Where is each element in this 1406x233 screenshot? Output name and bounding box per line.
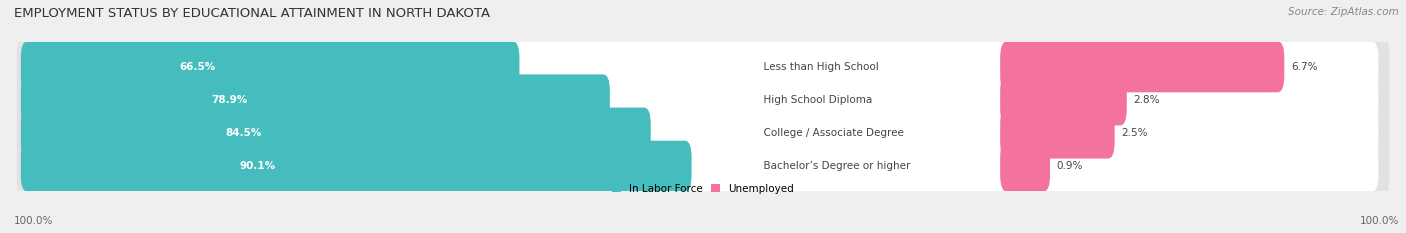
Text: 2.5%: 2.5%: [1122, 128, 1147, 138]
Text: 6.7%: 6.7%: [1291, 62, 1317, 72]
FancyBboxPatch shape: [1000, 108, 1115, 159]
Text: 66.5%: 66.5%: [179, 62, 215, 72]
Text: Less than High School: Less than High School: [756, 62, 886, 72]
Text: College / Associate Degree: College / Associate Degree: [756, 128, 911, 138]
FancyBboxPatch shape: [1000, 74, 1126, 125]
Text: EMPLOYMENT STATUS BY EDUCATIONAL ATTAINMENT IN NORTH DAKOTA: EMPLOYMENT STATUS BY EDUCATIONAL ATTAINM…: [14, 7, 491, 20]
Text: 84.5%: 84.5%: [225, 128, 262, 138]
Text: 2.8%: 2.8%: [1133, 95, 1160, 105]
FancyBboxPatch shape: [28, 74, 1378, 125]
Text: 90.1%: 90.1%: [239, 161, 276, 171]
FancyBboxPatch shape: [28, 141, 1378, 192]
Text: 78.9%: 78.9%: [211, 95, 247, 105]
Text: 0.9%: 0.9%: [1057, 161, 1083, 171]
FancyBboxPatch shape: [28, 108, 1378, 159]
FancyBboxPatch shape: [1000, 41, 1284, 92]
FancyBboxPatch shape: [21, 74, 610, 125]
Text: Bachelor’s Degree or higher: Bachelor’s Degree or higher: [756, 161, 917, 171]
Text: Source: ZipAtlas.com: Source: ZipAtlas.com: [1288, 7, 1399, 17]
FancyBboxPatch shape: [21, 108, 651, 159]
FancyBboxPatch shape: [17, 30, 1389, 104]
FancyBboxPatch shape: [17, 63, 1389, 137]
Text: 100.0%: 100.0%: [1360, 216, 1399, 226]
FancyBboxPatch shape: [17, 96, 1389, 170]
FancyBboxPatch shape: [21, 41, 519, 92]
FancyBboxPatch shape: [28, 41, 1378, 92]
FancyBboxPatch shape: [21, 141, 692, 192]
Text: High School Diploma: High School Diploma: [756, 95, 879, 105]
FancyBboxPatch shape: [17, 129, 1389, 203]
Legend: In Labor Force, Unemployed: In Labor Force, Unemployed: [609, 179, 797, 198]
Text: 100.0%: 100.0%: [14, 216, 53, 226]
FancyBboxPatch shape: [1000, 141, 1050, 192]
